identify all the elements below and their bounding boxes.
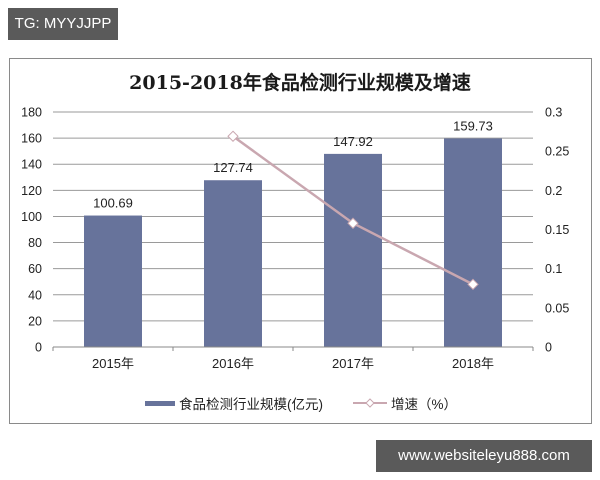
right-tick-label: 0.15 — [545, 223, 569, 237]
left-tick-label: 160 — [21, 132, 42, 146]
legend: 食品检测行业规模(亿元) 增速（%） — [145, 393, 487, 413]
left-tick-label: 0 — [35, 341, 42, 355]
x-category-label: 2017年 — [332, 356, 374, 371]
left-tick-label: 180 — [21, 106, 42, 120]
left-tick-label: 140 — [21, 158, 42, 172]
bar — [84, 215, 142, 347]
bar — [324, 153, 382, 347]
chart-title: 2015-2018年食品检测行业规模及增速 — [129, 72, 471, 94]
right-tick-label: 0.05 — [545, 301, 569, 315]
line-diamond-swatch-icon — [353, 398, 387, 408]
x-category-label: 2018年 — [452, 356, 494, 371]
right-tick-label: 0.2 — [545, 184, 562, 198]
left-tick-label: 60 — [28, 262, 42, 276]
right-axis-ticks: 0 0.05 0.1 0.15 0.2 0.25 0.3 — [545, 106, 569, 355]
legend-item-scale: 食品检测行业规模(亿元) — [145, 393, 323, 413]
bar-value-label: 147.92 — [333, 134, 373, 149]
left-axis-ticks: 0 20 40 60 80 100 120 140 160 180 — [21, 106, 42, 355]
x-category-label: 2015年 — [92, 356, 134, 371]
right-tick-label: 0.25 — [545, 145, 569, 159]
bar-swatch-icon — [145, 400, 175, 406]
bar-value-label: 159.73 — [453, 118, 493, 133]
left-tick-label: 120 — [21, 184, 42, 198]
x-axis: 2015年 2016年 2017年 2018年 — [52, 346, 534, 371]
right-tick-label: 0.1 — [545, 262, 562, 276]
legend-growth-label: 增速（%） — [391, 397, 458, 412]
legend-item-growth: 增速（%） — [353, 393, 457, 413]
watermark-bottom: www.websiteleyu888.com — [376, 440, 592, 472]
right-tick-label: 0.3 — [545, 106, 562, 120]
x-category-label: 2016年 — [212, 356, 254, 371]
diamond-marker-icon — [347, 217, 359, 229]
diamond-marker-icon — [467, 278, 479, 291]
left-tick-label: 40 — [28, 288, 42, 302]
left-tick-label: 80 — [28, 236, 42, 250]
right-tick-label: 0 — [545, 341, 552, 355]
bar-value-label: 100.69 — [93, 196, 133, 211]
left-tick-label: 100 — [21, 210, 42, 224]
bar — [444, 138, 502, 347]
left-tick-label: 20 — [28, 314, 42, 328]
watermark-top: TG: MYYJJPP — [8, 8, 118, 40]
growth-line-series — [227, 130, 479, 291]
bar-value-label: 127.74 — [213, 160, 253, 175]
bar — [204, 180, 262, 347]
legend-scale-label: 食品检测行业规模(亿元) — [179, 397, 323, 412]
diamond-marker-icon — [227, 130, 239, 142]
bar-series: 100.69 127.74 147.92 159.73 — [84, 118, 502, 347]
